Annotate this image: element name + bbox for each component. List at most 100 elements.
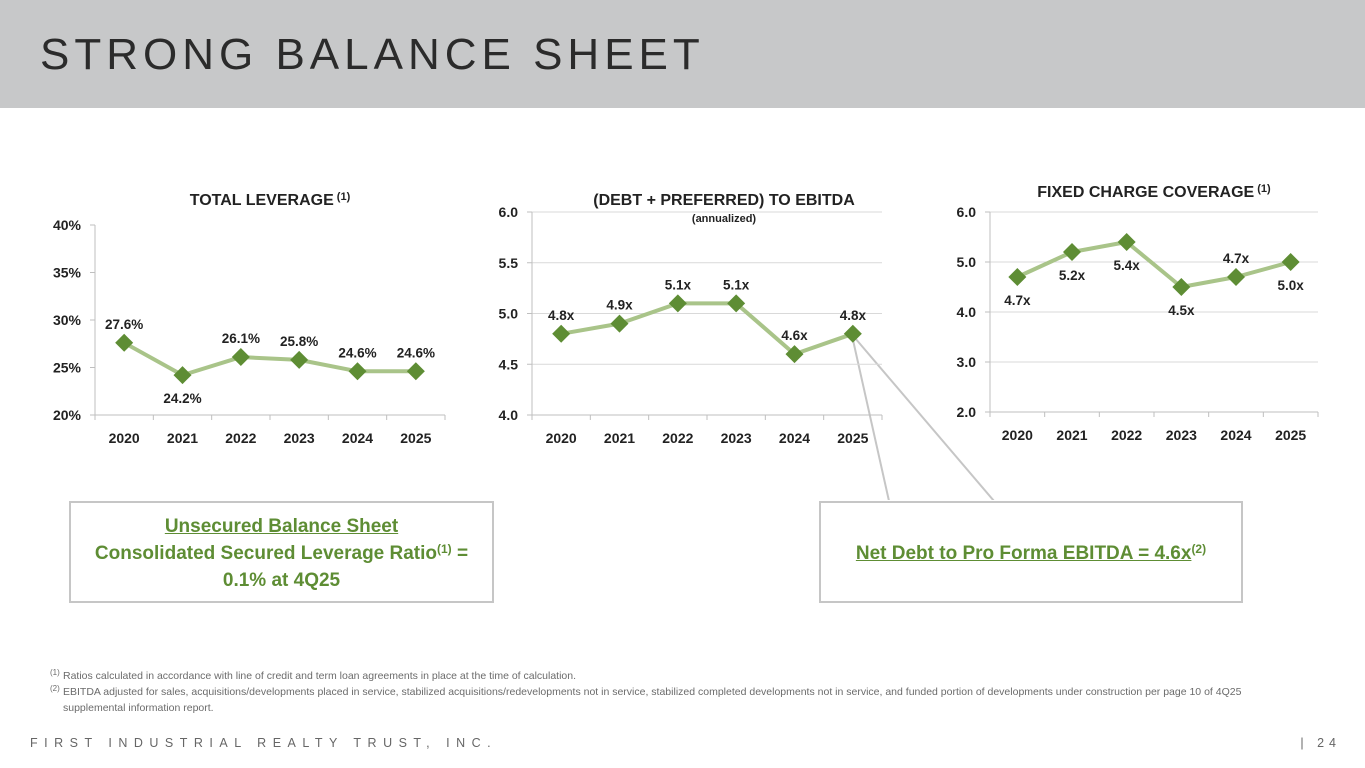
series-line [123,341,416,378]
x-tick-label: 2022 [662,430,693,446]
net-debt-callout: Net Debt to Pro Forma EBITDA = 4.6x(2) [819,501,1243,603]
x-tick-label: 2022 [225,430,256,446]
chart-title-text: FIXED CHARGE COVERAGE [1037,184,1254,201]
footnote-2: (2) EBITDA adjusted for sales, acquisitio… [50,684,1250,716]
secured-leverage-callout: Unsecured Balance Sheet Consolidated Sec… [69,501,494,603]
page-title: STRONG BALANCE SHEET [40,30,705,79]
x-tick-label: 2020 [1002,427,1033,443]
callout-text: Consolidated Secured Leverage Ratio [94,543,438,564]
footnote-mark: (2) [50,684,60,693]
footnote-ref: (1) [437,542,452,556]
data-point-marker [668,294,687,313]
footnote-text: EBITDA adjusted for sales, acquisitions/… [63,686,1242,714]
data-label: 4.7x [1004,293,1031,308]
data-point-marker [406,362,425,381]
data-label: 4.8x [548,308,575,323]
page-number: | 24 [1300,736,1341,750]
data-point-marker [115,333,134,352]
x-tick-label: 2023 [1166,427,1197,443]
x-tick-label: 2024 [342,430,373,446]
x-tick-label: 2021 [167,430,198,446]
chart-title-text: (DEBT + PREFERRED) TO EBITDA [593,192,855,209]
data-point-marker [1172,278,1191,296]
y-tick-label: 6.0 [957,204,977,220]
y-tick-label: 2.0 [957,404,977,420]
data-label: 24.2% [163,391,201,406]
callout-value: 0.1% at 4Q25 [222,570,341,591]
header-bar: STRONG BALANCE SHEET [0,0,1365,108]
callout-text: = [451,543,469,564]
x-tick-label: 2020 [546,430,577,446]
chart-subtitle: (annualized) [692,213,757,225]
data-point-marker [1227,268,1245,286]
footer-company: FIRST INDUSTRIAL REALTY TRUST, INC. [30,736,498,750]
data-point-marker [231,348,250,367]
chart-title-text: TOTAL LEVERAGE [190,192,334,209]
data-label: 24.6% [397,345,435,360]
series-line [560,301,854,357]
data-point-marker [610,314,629,333]
y-tick-label: 5.5 [499,255,519,271]
data-label: 4.7x [1223,251,1250,266]
data-label: 4.8x [840,308,867,323]
x-tick-label: 2023 [284,430,315,446]
y-tick-label: 30% [53,312,82,328]
footnote-mark: (1) [50,668,60,677]
x-tick-label: 2023 [721,430,752,446]
footnote-ref: (1) [1254,183,1271,195]
data-point-marker [290,350,309,369]
charts-area: TOTAL LEVERAGE (1) 20% 25% 30% 35% 40% 2020 202… [53,183,1319,500]
data-point-marker [843,324,862,343]
y-tick-label: 3.0 [957,354,977,370]
y-tick-label: 4.0 [499,407,519,423]
x-tick-label: 2021 [1056,427,1087,443]
y-tick-label: 5.0 [499,306,519,322]
data-point-marker [1117,233,1136,251]
y-tick-label: 35% [53,265,82,281]
callout-heading: Unsecured Balance Sheet [164,516,399,537]
footnote-text: Ratios calculated in accordance with lin… [63,670,577,682]
y-tick-label: 40% [53,217,82,233]
y-tick-label: 4.5 [499,356,519,372]
footnote-1: (1) Ratios calculated in accordance with … [50,668,1250,684]
chart-title: FIXED CHARGE COVERAGE (1) [1037,183,1271,201]
data-label: 4.9x [606,298,633,313]
x-tick-label: 2024 [1220,427,1251,443]
x-tick-label: 2021 [604,430,635,446]
data-point-marker [727,294,746,313]
data-label: 4.6x [781,328,808,343]
data-label: 5.1x [665,277,692,292]
chart-title: TOTAL LEVERAGE (1) [190,191,351,209]
data-label: 27.6% [105,317,143,332]
x-tick-label: 2024 [779,430,810,446]
data-point-marker [1281,253,1300,271]
y-tick-label: 20% [53,407,82,423]
data-label: 26.1% [222,331,260,346]
data-label: 24.6% [338,345,376,360]
x-tick-label: 2020 [109,430,140,446]
footnote-ref: (2) [1191,542,1207,556]
data-point-marker [785,345,804,364]
callout-heading: Net Debt to Pro Forma EBITDA = 4.6x [855,543,1192,564]
data-point-marker [1008,268,1027,286]
data-label: 5.2x [1059,268,1086,283]
x-tick-label: 2025 [1275,427,1306,443]
data-point-marker [1063,243,1081,261]
data-label: 5.1x [723,277,750,292]
data-label: 5.4x [1114,258,1141,273]
data-label: 5.0x [1278,278,1305,293]
data-label: 4.5x [1168,303,1195,318]
y-tick-label: 4.0 [957,304,977,320]
y-tick-label: 25% [53,360,82,376]
x-tick-label: 2022 [1111,427,1142,443]
data-point-marker [552,324,571,343]
series-line [1016,240,1292,289]
x-tick-label: 2025 [400,430,431,446]
callout-connector-line [852,339,890,500]
x-tick-label: 2025 [837,430,868,446]
y-tick-label: 5.0 [957,254,977,270]
data-point-marker [173,366,192,385]
footnotes: (1) Ratios calculated in accordance with … [50,668,1250,716]
y-tick-label: 6.0 [499,204,519,220]
data-point-marker [348,362,367,381]
